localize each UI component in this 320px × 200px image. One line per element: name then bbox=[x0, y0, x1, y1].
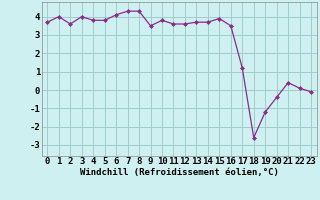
X-axis label: Windchill (Refroidissement éolien,°C): Windchill (Refroidissement éolien,°C) bbox=[80, 168, 279, 177]
